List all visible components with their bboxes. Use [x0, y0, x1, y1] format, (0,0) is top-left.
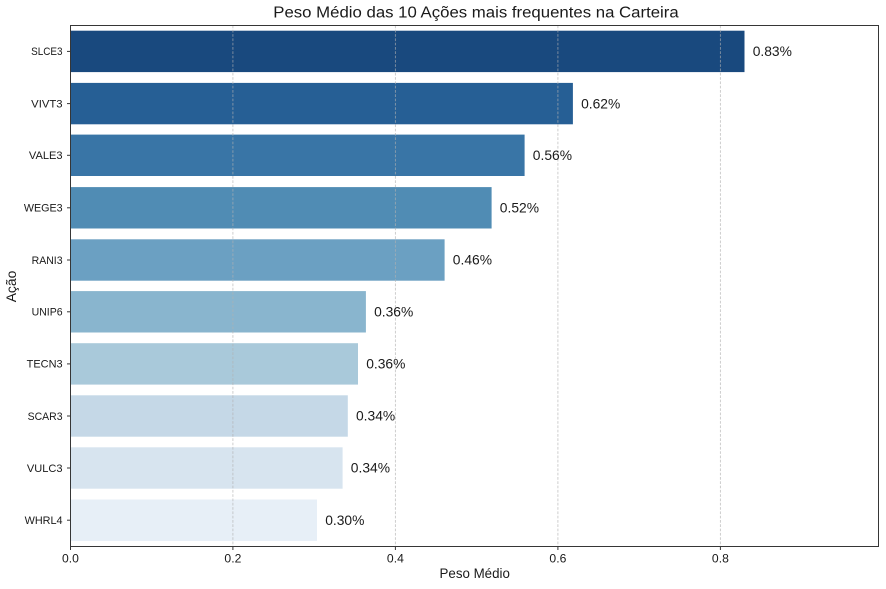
svg-text:VIVT3: VIVT3	[31, 98, 62, 110]
svg-text:0.83%: 0.83%	[753, 43, 792, 59]
svg-text:Peso Médio: Peso Médio	[440, 566, 510, 581]
svg-text:Ação: Ação	[4, 271, 19, 303]
svg-text:WEGE3: WEGE3	[24, 203, 63, 215]
svg-text:0.30%: 0.30%	[325, 512, 364, 528]
svg-text:WHRL4: WHRL4	[25, 515, 63, 527]
svg-text:0.36%: 0.36%	[366, 356, 405, 372]
svg-text:0.8: 0.8	[712, 551, 729, 565]
svg-text:TECN3: TECN3	[27, 359, 63, 371]
svg-text:0.36%: 0.36%	[374, 304, 413, 320]
svg-text:0.0: 0.0	[62, 551, 79, 565]
svg-text:0.6: 0.6	[549, 551, 566, 565]
svg-text:0.52%: 0.52%	[500, 200, 539, 216]
svg-text:VULC3: VULC3	[27, 463, 63, 475]
svg-text:VALE3: VALE3	[29, 150, 63, 162]
svg-text:0.2: 0.2	[224, 551, 241, 565]
svg-text:SLCE3: SLCE3	[31, 46, 63, 58]
svg-text:UNIP6: UNIP6	[32, 307, 63, 319]
svg-text:0.4: 0.4	[387, 551, 404, 565]
svg-text:0.46%: 0.46%	[453, 252, 492, 268]
svg-text:0.56%: 0.56%	[533, 147, 572, 163]
svg-text:0.34%: 0.34%	[351, 460, 390, 476]
svg-text:Peso Médio das 10 Ações mais f: Peso Médio das 10 Ações mais frequentes …	[273, 5, 679, 22]
svg-text:RANI3: RANI3	[32, 255, 63, 267]
svg-text:0.62%: 0.62%	[581, 95, 620, 111]
svg-text:0.34%: 0.34%	[356, 408, 395, 424]
svg-text:SCAR3: SCAR3	[28, 411, 63, 423]
